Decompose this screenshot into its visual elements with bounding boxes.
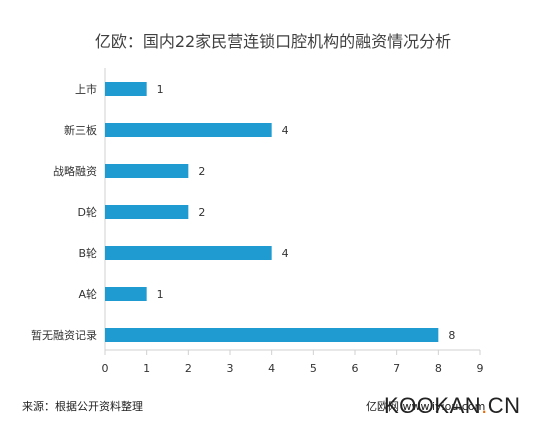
category-label: 新三板 xyxy=(64,123,97,137)
watermark-dot: . xyxy=(481,393,488,418)
data-label: 4 xyxy=(282,247,289,260)
x-tick-label: 6 xyxy=(352,362,359,375)
category-label: 上市 xyxy=(75,82,97,96)
x-tick-label: 1 xyxy=(143,362,150,375)
bar xyxy=(105,246,272,260)
x-tick-label: 8 xyxy=(435,362,442,375)
credit-note: 亿欧网 www.iyiou.com xyxy=(366,400,486,413)
bar xyxy=(105,287,147,301)
data-label: 1 xyxy=(157,288,164,301)
source-note: 来源：根据公开资料整理 xyxy=(22,400,143,413)
bar xyxy=(105,123,272,137)
bar xyxy=(105,82,147,96)
bar xyxy=(105,164,189,178)
watermark-main: KOOKAN xyxy=(384,393,482,418)
data-label: 8 xyxy=(448,329,455,342)
watermark-logo: KOOKAN.CN xyxy=(384,393,521,419)
x-tick-label: 3 xyxy=(227,362,234,375)
data-label: 1 xyxy=(157,83,164,96)
chart-title: 亿欧：国内22家民营连锁口腔机构的融资情况分析 xyxy=(94,32,452,51)
data-label: 4 xyxy=(282,124,289,137)
category-label: 暂无融资记录 xyxy=(31,329,97,342)
x-tick-label: 9 xyxy=(477,362,484,375)
category-label: 战略融资 xyxy=(53,164,97,178)
watermark-suffix: CN xyxy=(487,393,521,418)
x-tick-label: 4 xyxy=(268,362,275,375)
bar xyxy=(105,205,189,219)
x-tick-label: 7 xyxy=(393,362,400,375)
x-tick-label: 5 xyxy=(310,362,317,375)
x-tick-label: 2 xyxy=(185,362,192,375)
bar xyxy=(105,328,439,342)
category-label: B轮 xyxy=(78,246,97,260)
category-label: A轮 xyxy=(78,287,97,301)
x-tick-label: 0 xyxy=(102,362,109,375)
data-label: 2 xyxy=(198,206,205,219)
category-label: D轮 xyxy=(78,205,97,219)
data-label: 2 xyxy=(198,165,205,178)
